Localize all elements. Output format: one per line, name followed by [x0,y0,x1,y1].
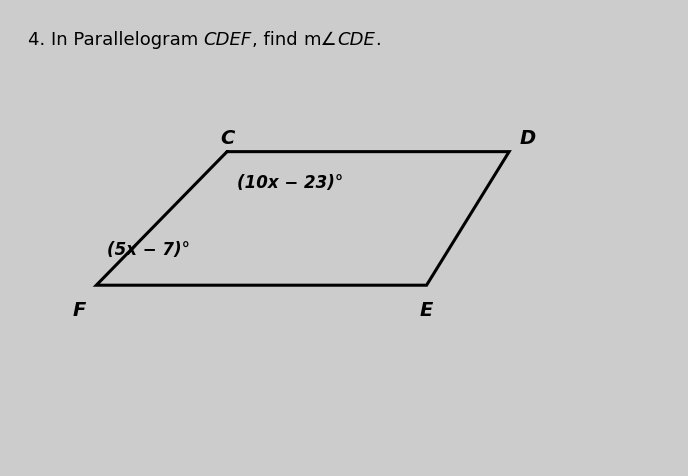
Text: .: . [375,31,380,49]
Text: 4. In Parallelogram: 4. In Parallelogram [28,31,204,49]
Text: D: D [519,129,536,148]
Text: F: F [73,300,86,319]
Text: C: C [220,129,234,148]
Text: m∠: m∠ [303,31,336,49]
Text: CDE: CDE [336,31,375,49]
Text: CDEF: CDEF [204,31,252,49]
Text: (10x − 23)°: (10x − 23)° [237,174,343,192]
Text: E: E [420,300,433,319]
Text: , find: , find [252,31,303,49]
Text: (5x − 7)°: (5x − 7)° [107,240,190,258]
